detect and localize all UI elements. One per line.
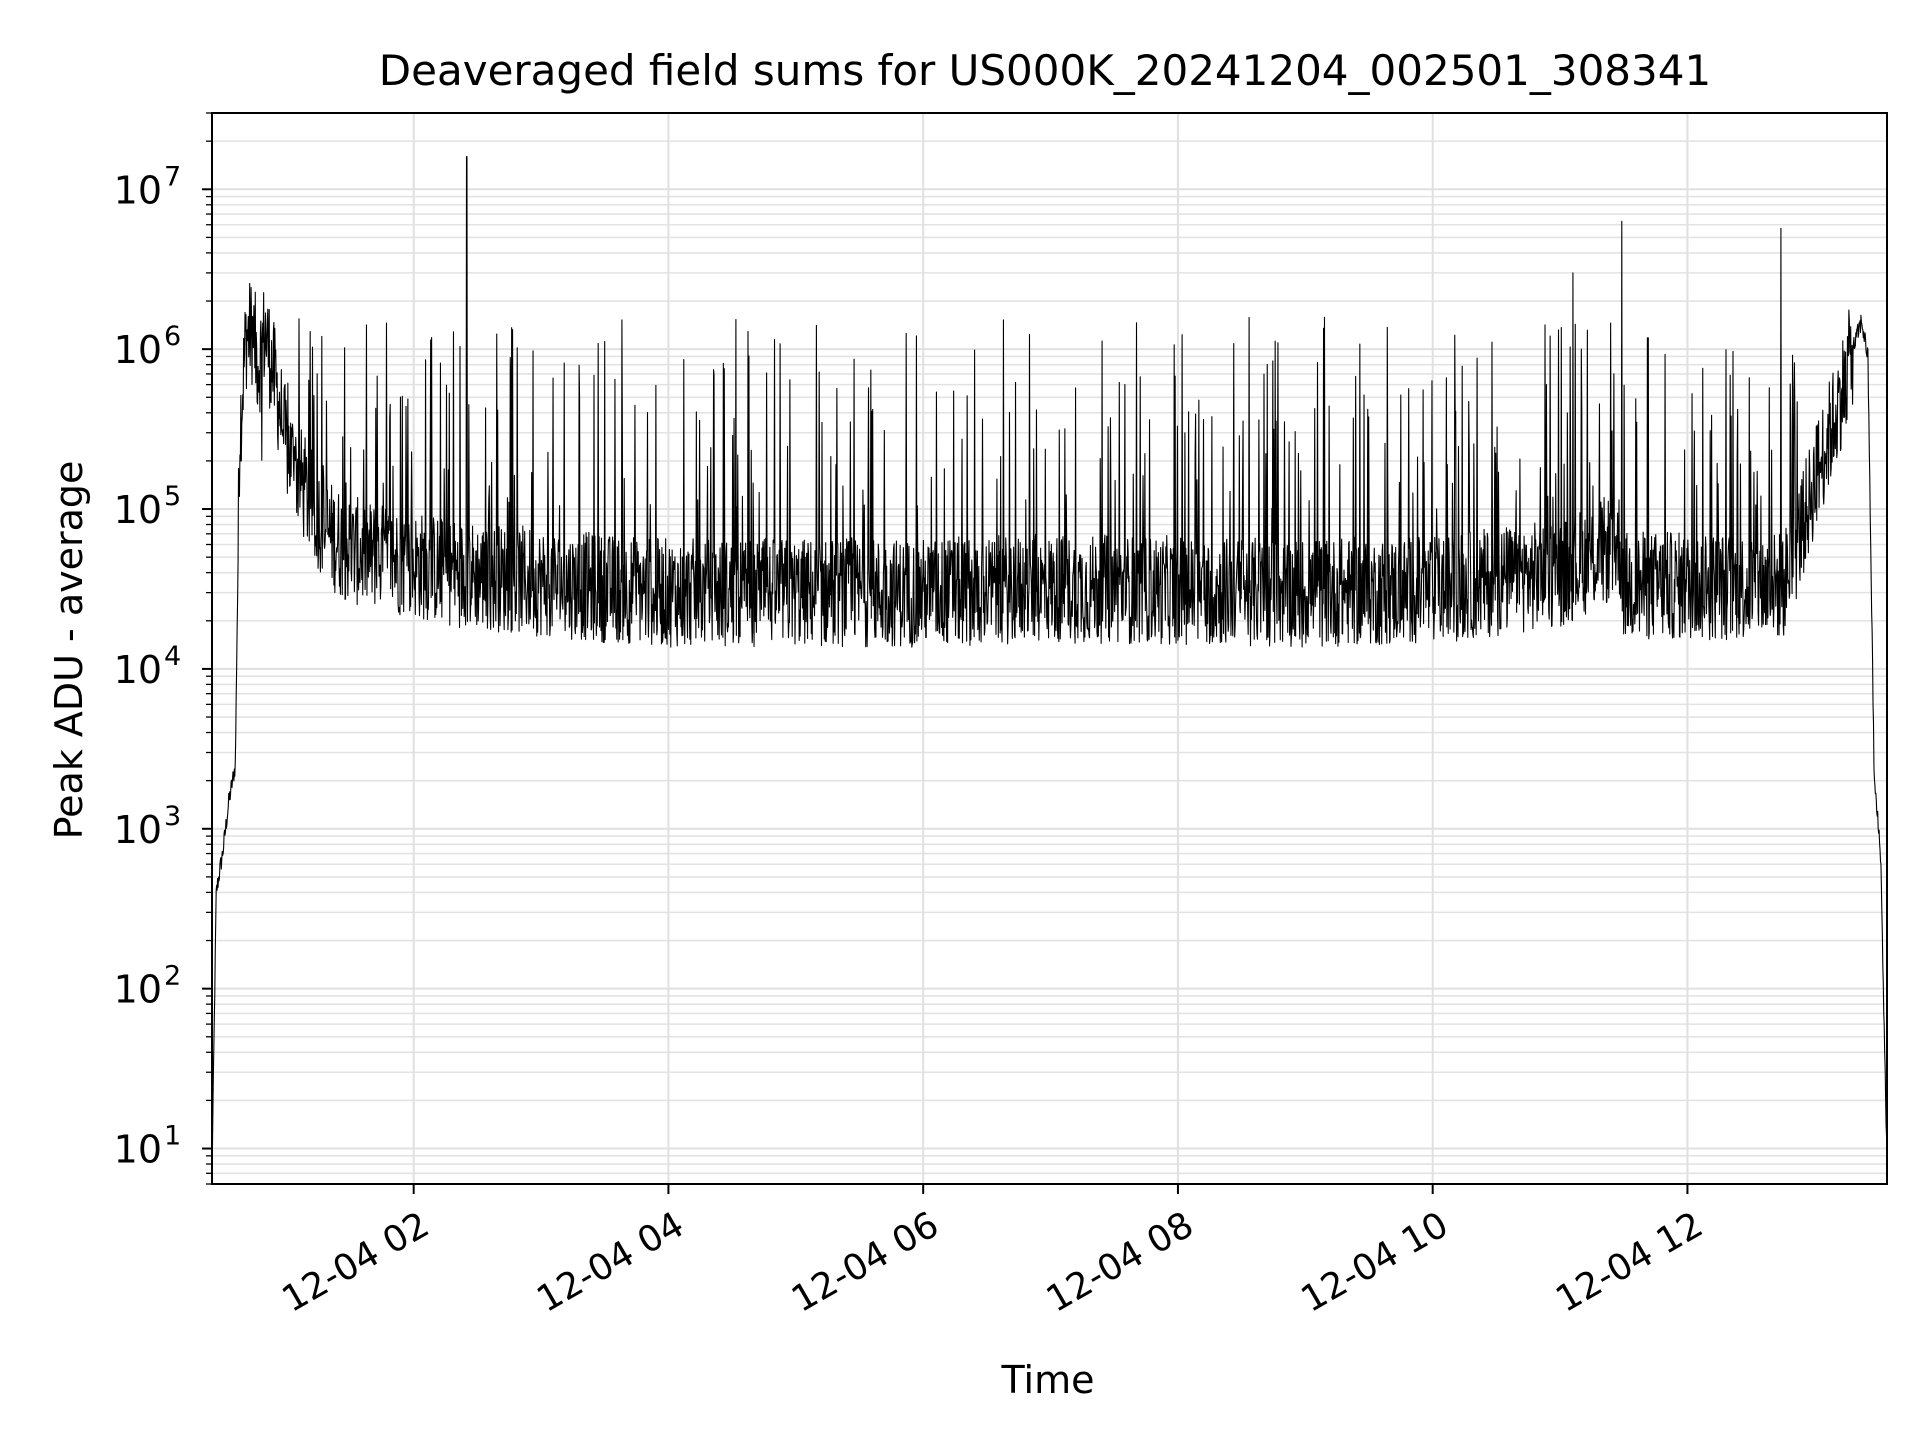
y-axis-label: Peak ADU - average: [47, 461, 91, 840]
y-tick-label: 10: [114, 168, 162, 212]
y-tick-exponent: 2: [164, 961, 181, 992]
x-tick-label: 12-04 02: [276, 1204, 437, 1320]
y-tick-label: 10: [114, 808, 162, 852]
plot-frame: [211, 112, 1888, 1185]
x-tick-label: 12-04 12: [1549, 1204, 1710, 1320]
x-tick-label: 12-04 06: [785, 1204, 946, 1320]
y-tick-label: 10: [114, 648, 162, 692]
y-tick-exponent: 6: [164, 321, 181, 352]
grid: [212, 112, 1887, 1185]
y-tick-exponent: 7: [164, 161, 181, 192]
x-axis-label: Time: [1001, 1358, 1095, 1402]
y-tick-exponent: 1: [164, 1121, 181, 1152]
y-tick-exponent: 5: [164, 481, 181, 512]
y-tick-label: 10: [114, 968, 162, 1012]
x-tick-label: 12-04 10: [1295, 1204, 1456, 1320]
x-tick-label: 12-04 08: [1040, 1204, 1201, 1320]
y-tick-label: 10: [114, 328, 162, 372]
data-layer: [212, 156, 1887, 1173]
x-tick-label: 12-04 04: [530, 1204, 691, 1320]
y-tick-label: 10: [114, 488, 162, 532]
series-line: [212, 156, 1887, 1173]
y-tick-exponent: 4: [164, 641, 181, 672]
y-tick-exponent: 3: [164, 801, 181, 832]
chart-title: Deaveraged field sums for US000K_2024120…: [379, 46, 1711, 95]
y-tick-label: 10: [114, 1128, 162, 1172]
